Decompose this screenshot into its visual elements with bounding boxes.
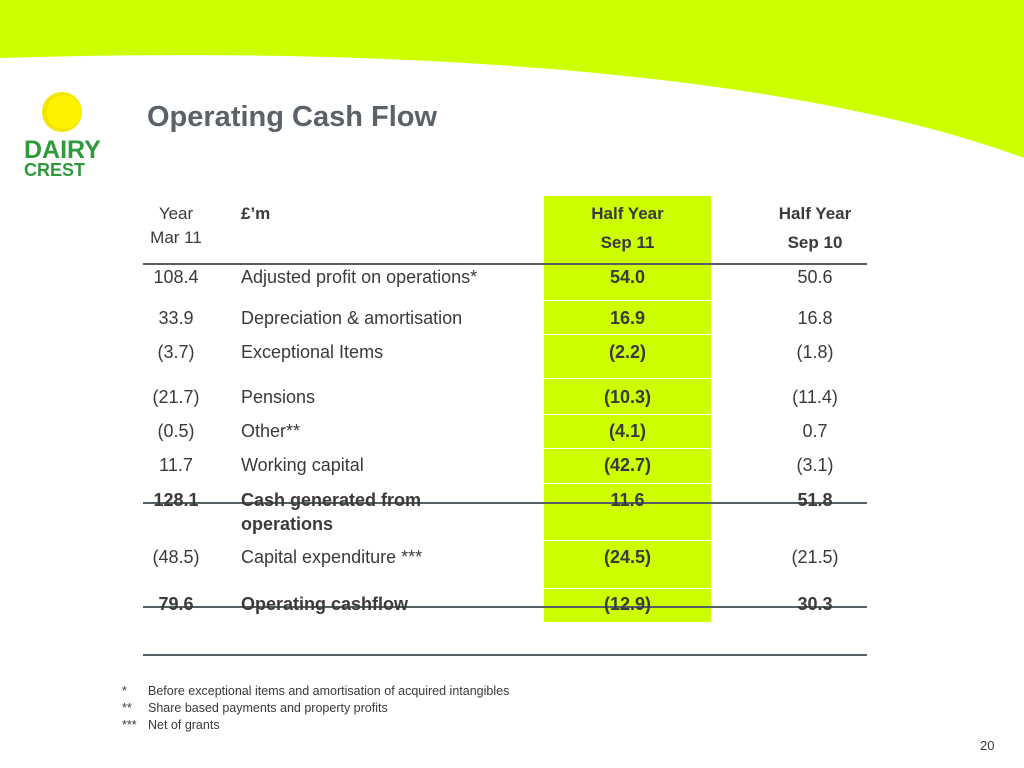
footnote-text: Before exceptional items and amortisatio…	[148, 684, 510, 698]
highlight-row-divider	[544, 448, 711, 449]
highlight-row-divider	[544, 540, 711, 541]
table-cell-sep10: (3.1)	[796, 455, 834, 475]
table-cell-label: Other**	[241, 421, 301, 441]
table-cell-sep10: (21.5)	[791, 547, 839, 567]
table-cell-sep10: 50.6	[797, 267, 833, 287]
footnote-text: Net of grants	[148, 718, 220, 732]
table-cell-year: 33.9	[158, 308, 194, 328]
table-cell-sep11: (2.2)	[608, 342, 646, 362]
table-cell-label: Cash generated from	[241, 490, 422, 510]
header-sep11-line1: Half Year	[591, 204, 664, 223]
table-cell-sep10: (11.4)	[792, 387, 838, 407]
table-cell-sep10: 16.8	[797, 308, 833, 328]
table-cell-label: Adjusted profit on operations*	[241, 267, 478, 287]
table-cell-year: 79.6	[158, 594, 194, 614]
table-cell-sep10: 51.8	[797, 490, 833, 510]
footnote-mark: **	[122, 701, 132, 715]
table-cell-year: (21.7)	[152, 387, 200, 407]
table-cell-sep11: (24.5)	[603, 547, 652, 567]
header-rule	[143, 263, 867, 265]
total-rule	[143, 606, 867, 608]
logo-word-crest: CREST	[24, 160, 86, 180]
table-cell-sep11: 11.6	[610, 490, 645, 510]
subtotal-rule	[143, 502, 867, 504]
table-cell-year: (48.5)	[152, 547, 200, 567]
header-year-line2: Mar 11	[150, 228, 202, 247]
footnote: *** Net of grants	[122, 717, 509, 734]
dairy-crest-logo: DAIRY CREST	[22, 88, 102, 188]
highlight-row-divider	[544, 483, 711, 484]
table-cell-sep11: (42.7)	[603, 455, 652, 475]
table-cell-sep11: (10.3)	[603, 387, 652, 407]
table-cell-sep11: (4.1)	[608, 421, 646, 441]
table-cell-sep10: 0.7	[802, 421, 828, 441]
footnote-text: Share based payments and property profit…	[148, 701, 388, 715]
highlight-row-divider	[544, 414, 711, 415]
highlight-row-divider	[544, 378, 711, 379]
table-cell-year: (3.7)	[157, 342, 195, 362]
table-cell-label: Pensions	[241, 387, 316, 407]
header-banner	[0, 0, 1024, 160]
footnote-mark: *	[122, 684, 127, 698]
table-cell-year: 11.7	[159, 455, 193, 475]
logo-word-dairy: DAIRY	[24, 136, 101, 164]
bottom-rule	[143, 654, 867, 656]
highlight-row-divider	[544, 334, 711, 335]
header-sep11-line2: Sep 11	[600, 233, 655, 252]
table-cell-year: (0.5)	[157, 421, 195, 441]
table-cell-label: Working capital	[241, 455, 364, 475]
table-cell-sep11: (12.9)	[603, 594, 652, 614]
banner-swoosh	[0, 0, 1024, 158]
header-year-line1: Year	[158, 204, 194, 223]
sun-icon	[42, 92, 82, 132]
table-cell-year: 128.1	[153, 490, 199, 510]
table-cell-label: Capital expenditure ***	[241, 547, 423, 567]
table-cell-sep10: (1.8)	[796, 342, 834, 362]
table-cell-label: Exceptional Items	[241, 342, 384, 362]
table-cell-label: Operating cashflow	[241, 594, 409, 614]
table-cell-year: 108.4	[153, 267, 199, 287]
table-cell-label: Depreciation & amortisation	[241, 308, 463, 328]
header-sep10-line1: Half Year	[778, 204, 852, 223]
table-cell-sep10: 30.3	[797, 594, 833, 614]
highlight-row-divider	[544, 588, 711, 589]
highlight-column	[544, 196, 711, 622]
table-cell-label-line2: operations	[241, 514, 334, 534]
footnote-mark: ***	[122, 718, 137, 732]
footnote: * Before exceptional items and amortisati…	[122, 683, 509, 700]
header-sep10-line2: Sep 10	[787, 233, 843, 252]
footnote: ** Share based payments and property prof…	[122, 700, 509, 717]
page-number: 20	[980, 738, 995, 753]
page-title: Operating Cash Flow	[147, 101, 438, 133]
table-cell-sep11: 16.9	[609, 308, 646, 328]
header-currency: £’m	[241, 204, 271, 223]
footnotes: * Before exceptional items and amortisati…	[122, 683, 509, 734]
highlight-row-divider	[544, 300, 711, 301]
table-cell-sep11: 54.0	[609, 267, 646, 287]
